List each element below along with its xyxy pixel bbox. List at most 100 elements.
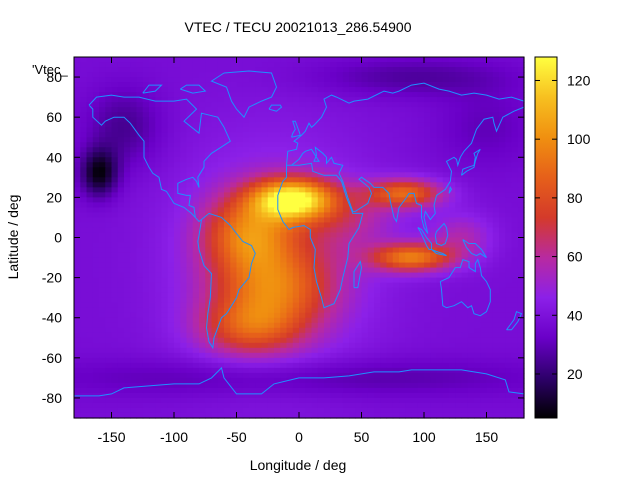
heatmap-cell xyxy=(474,197,481,203)
heatmap-cell xyxy=(349,57,356,63)
heatmap-cell xyxy=(149,157,156,163)
heatmap-cell xyxy=(124,237,131,244)
heatmap-cell xyxy=(374,372,381,379)
heatmap-cell xyxy=(342,92,350,98)
heatmap-cell xyxy=(280,367,288,374)
heatmap-cell xyxy=(136,302,144,309)
heatmap-cell xyxy=(374,182,381,188)
heatmap-cell xyxy=(199,132,206,138)
heatmap-cell xyxy=(242,387,250,394)
heatmap-cell xyxy=(467,337,475,344)
heatmap-cell xyxy=(161,392,169,399)
heatmap-cell xyxy=(86,287,94,294)
heatmap-cell xyxy=(205,242,213,249)
heatmap-cell xyxy=(136,122,144,128)
heatmap-cell xyxy=(342,322,350,329)
heatmap-cell xyxy=(436,82,444,88)
heatmap-cell xyxy=(167,352,175,359)
heatmap-cell xyxy=(180,212,188,219)
heatmap-cell xyxy=(305,177,313,183)
heatmap-cell xyxy=(224,312,231,319)
heatmap-cell xyxy=(86,117,94,123)
heatmap-cell xyxy=(161,87,169,93)
heatmap-cell xyxy=(367,132,375,138)
heatmap-cell xyxy=(380,237,388,244)
heatmap-cell xyxy=(205,282,213,289)
heatmap-cell xyxy=(224,352,231,359)
heatmap-cell xyxy=(511,377,519,384)
heatmap-cell xyxy=(380,297,388,304)
heatmap-cell xyxy=(486,247,494,254)
heatmap-cell xyxy=(136,312,144,319)
heatmap-cell xyxy=(505,322,513,329)
heatmap-cell xyxy=(249,377,256,384)
heatmap-cell xyxy=(411,282,419,289)
heatmap-cell xyxy=(492,347,500,354)
heatmap-cell xyxy=(192,232,200,239)
heatmap-cell xyxy=(286,367,294,374)
heatmap-cell xyxy=(242,122,250,128)
heatmap-cell xyxy=(99,57,106,63)
heatmap-cell xyxy=(99,212,106,219)
heatmap-cell xyxy=(317,187,325,193)
heatmap-cell xyxy=(255,207,263,214)
heatmap-cell xyxy=(355,322,363,329)
heatmap-cell xyxy=(249,177,256,183)
heatmap-cell xyxy=(330,157,338,163)
heatmap-cell xyxy=(136,67,144,73)
heatmap-cell xyxy=(367,72,375,78)
heatmap-cell xyxy=(105,217,113,224)
heatmap-cell xyxy=(486,137,494,143)
heatmap-cell xyxy=(430,137,438,143)
heatmap-cell xyxy=(424,382,431,389)
heatmap-cell xyxy=(217,97,225,103)
heatmap-cell xyxy=(280,132,288,138)
heatmap-cell xyxy=(261,107,269,113)
heatmap-cell xyxy=(230,367,238,374)
heatmap-cell xyxy=(411,267,419,274)
heatmap-cell xyxy=(492,137,500,143)
heatmap-cell xyxy=(142,322,150,329)
heatmap-cell xyxy=(480,222,488,229)
heatmap-cell xyxy=(292,322,300,329)
heatmap-cell xyxy=(449,357,456,364)
heatmap-cell xyxy=(330,227,338,234)
heatmap-cell xyxy=(155,327,163,334)
heatmap-cell xyxy=(186,347,194,354)
heatmap-cell xyxy=(74,192,81,198)
heatmap-cell xyxy=(211,352,219,359)
heatmap-cell xyxy=(149,297,156,304)
heatmap-cell xyxy=(224,282,231,289)
heatmap-cell xyxy=(124,222,131,229)
heatmap-cell xyxy=(436,302,444,309)
heatmap-cell xyxy=(192,202,200,209)
heatmap-cell xyxy=(192,217,200,224)
heatmap-cell xyxy=(174,97,181,103)
heatmap-cell xyxy=(267,222,275,229)
heatmap-cell xyxy=(442,137,450,143)
heatmap-cell xyxy=(499,122,506,128)
heatmap-cell xyxy=(236,212,244,219)
heatmap-cell xyxy=(142,57,150,63)
heatmap-cell xyxy=(105,207,113,214)
heatmap-cell xyxy=(230,112,238,118)
heatmap-cell xyxy=(136,377,144,384)
heatmap-cell xyxy=(261,127,269,133)
heatmap-cell xyxy=(280,277,288,284)
heatmap-cell xyxy=(492,392,500,399)
heatmap-cell xyxy=(499,147,506,153)
heatmap-cell xyxy=(130,327,138,334)
heatmap-cell xyxy=(224,362,231,369)
heatmap-cell xyxy=(442,192,450,198)
heatmap-cell xyxy=(486,97,494,103)
heatmap-cell xyxy=(99,182,106,188)
heatmap-cell xyxy=(199,157,206,163)
heatmap-cell xyxy=(342,242,350,249)
heatmap-cell xyxy=(367,327,375,334)
heatmap-cell xyxy=(436,357,444,364)
heatmap-cell xyxy=(274,227,281,234)
heatmap-cell xyxy=(217,77,225,83)
heatmap-cell xyxy=(461,232,469,239)
heatmap-cell xyxy=(342,387,350,394)
heatmap-cell xyxy=(111,82,119,88)
